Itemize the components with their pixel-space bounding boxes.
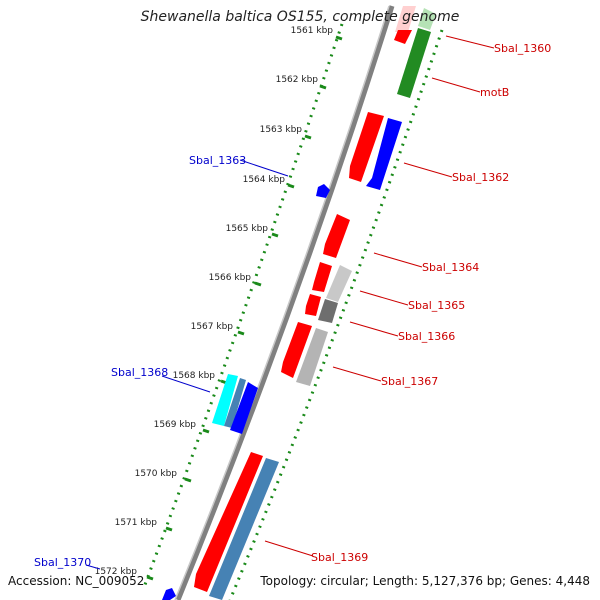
tick-mark [184, 477, 192, 483]
gene-label-sbal-1365[interactable]: Sbal_1365 [408, 299, 465, 312]
tick-mark [202, 428, 210, 434]
tick-label: 1561 kbp [291, 26, 334, 36]
gene-label-sbal-1363[interactable]: Sbal_1363 [189, 154, 246, 167]
tick-label: 1566 kbp [209, 273, 252, 283]
genome-backbone [175, 5, 395, 600]
gene-sbal-1369[interactable] [209, 458, 279, 600]
accession-text: Accession: NC_009052 [8, 574, 145, 588]
leader-line-sbal-1362 [403, 162, 453, 178]
gene-label-motb[interactable]: motB [480, 86, 509, 99]
gene-sbal-1365[interactable] [326, 265, 352, 302]
leader-line-sbal-1369 [264, 540, 314, 557]
gene-sbal-1369-forward[interactable] [194, 452, 263, 592]
gene-sbal-1362-forward[interactable] [349, 112, 384, 182]
tick-label: 1569 kbp [154, 420, 197, 430]
tick-label: 1562 kbp [276, 75, 319, 85]
gene-label-sbal-1370[interactable]: Sbal_1370 [34, 556, 91, 569]
inner-dotted-track [228, 29, 444, 600]
leader-line-sbal-1368 [161, 375, 211, 393]
gene-label-sbal-1366[interactable]: Sbal_1366 [398, 330, 455, 343]
tick-label: 1570 kbp [135, 469, 178, 479]
tick-label: 1567 kbp [191, 322, 234, 332]
gene-sbal-1366[interactable] [318, 299, 338, 323]
gene-sbal-1368-c[interactable] [230, 382, 258, 434]
tick-labels: 1561 kbp 1562 kbp 1563 kbp 1564 kbp 1565… [95, 26, 334, 577]
gene-sbal-1370[interactable] [162, 588, 176, 600]
tick-mark [335, 35, 343, 41]
tick-mark [237, 330, 245, 336]
outer-dotted-track [141, 23, 344, 591]
gene-features [162, 6, 436, 600]
map-title: Shewanella baltica OS155, complete genom… [140, 9, 460, 25]
tick-mark [304, 134, 312, 140]
tick-label: 1571 kbp [115, 518, 158, 528]
tick-mark [271, 232, 279, 238]
tick-mark [254, 281, 262, 287]
gene-sbal-1364-b[interactable] [312, 262, 332, 292]
leader-line-sbal-1367 [332, 366, 382, 382]
gene-sbal-1367[interactable] [296, 328, 328, 386]
leader-line-sbal-1360 [445, 35, 495, 49]
gene-label-sbal-1364[interactable]: Sbal_1364 [422, 261, 479, 274]
gene-sbal-1362[interactable] [366, 118, 402, 190]
tick-label: 1563 kbp [260, 125, 303, 135]
label-leader-lines [85, 35, 495, 570]
gene-label-sbal-1362[interactable]: Sbal_1362 [452, 171, 509, 184]
leader-line-sbal-1366 [349, 321, 399, 337]
tick-marks [146, 35, 343, 581]
gene-sbal-1368[interactable] [212, 374, 238, 426]
tick-label: 1565 kbp [226, 224, 269, 234]
gene-label-sbal-1367[interactable]: Sbal_1367 [381, 375, 438, 388]
gene-sbal-1368-b[interactable] [224, 378, 246, 428]
tick-label: 1568 kbp [173, 371, 216, 381]
topology-text: Topology: circular; Length: 5,127,376 bp… [260, 574, 590, 588]
gene-sbal-1364-a[interactable] [323, 214, 350, 258]
gene-sbal-1363[interactable] [316, 184, 330, 198]
gene-label-sbal-1369[interactable]: Sbal_1369 [311, 551, 368, 564]
leader-line-sbal-1365 [359, 290, 409, 306]
gene-motb[interactable] [397, 28, 431, 98]
gene-sbal-1360[interactable] [394, 30, 412, 44]
tick-mark [165, 526, 173, 532]
leader-line-sbal-1364 [373, 252, 423, 268]
gene-sbal-1367-forward[interactable] [281, 322, 312, 378]
gene-motb-faded[interactable] [418, 8, 436, 30]
gene-label-sbal-1368[interactable]: Sbal_1368 [111, 366, 168, 379]
tick-mark [146, 575, 154, 581]
gene-label-sbal-1360[interactable]: Sbal_1360 [494, 42, 551, 55]
tick-mark [319, 84, 327, 90]
gene-sbal-1365-forward[interactable] [305, 294, 321, 316]
leader-line-sbal-1370 [85, 564, 101, 570]
genome-backbone-highlight [174, 5, 390, 600]
gene-labels: Sbal_1360 motB Sbal_1362 Sbal_1363 Sbal_… [34, 42, 551, 569]
leader-line-sbal-1363 [239, 159, 289, 177]
leader-line-motb [431, 77, 481, 93]
tick-label: 1564 kbp [243, 175, 286, 185]
tick-mark [287, 183, 295, 189]
gene-sbal-1360-faded[interactable] [395, 6, 416, 32]
tick-label: 1572 kbp [95, 567, 138, 577]
